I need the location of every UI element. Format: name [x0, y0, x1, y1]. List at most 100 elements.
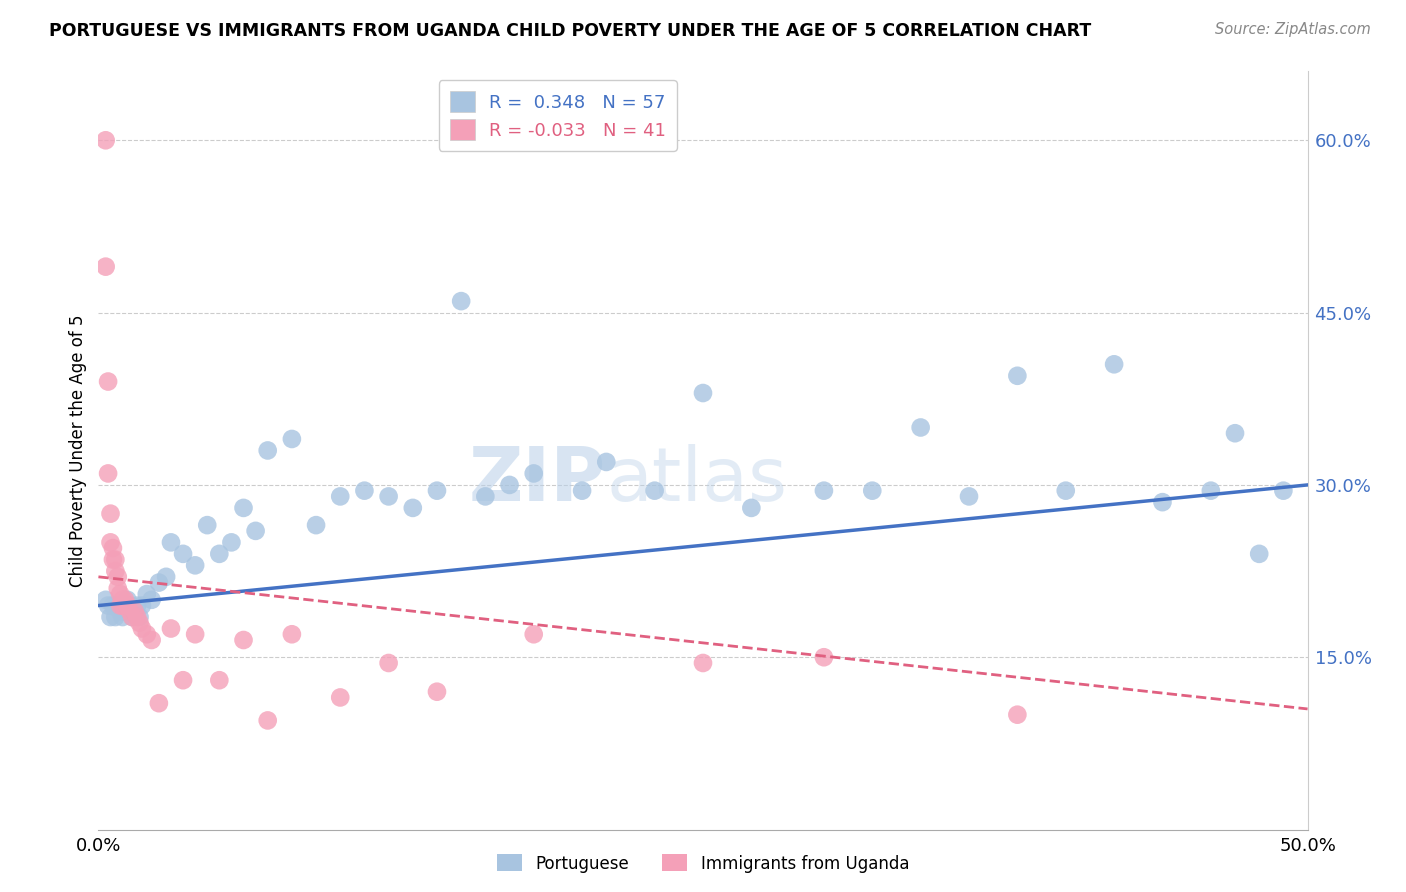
- Point: [353, 483, 375, 498]
- Point: [118, 599, 141, 613]
- Point: [111, 610, 134, 624]
- Point: [155, 570, 177, 584]
- Point: [426, 684, 449, 698]
- Text: Source: ZipAtlas.com: Source: ZipAtlas.com: [1215, 22, 1371, 37]
- Point: [107, 570, 129, 584]
- Point: [97, 599, 120, 613]
- Point: [141, 633, 163, 648]
- Point: [692, 656, 714, 670]
- Point: [118, 604, 141, 618]
- Point: [108, 604, 131, 618]
- Point: [148, 575, 170, 590]
- Point: [97, 467, 120, 481]
- Point: [111, 599, 134, 613]
- Point: [121, 610, 143, 624]
- Point: [101, 552, 124, 566]
- Point: [740, 500, 762, 515]
- Point: [127, 610, 149, 624]
- Point: [107, 599, 129, 613]
- Point: [305, 518, 328, 533]
- Point: [127, 599, 149, 613]
- Point: [135, 587, 157, 601]
- Point: [172, 673, 194, 688]
- Point: [644, 483, 666, 498]
- Y-axis label: Child Poverty Under the Age of 5: Child Poverty Under the Age of 5: [69, 314, 87, 587]
- Point: [131, 622, 153, 636]
- Point: [329, 690, 352, 705]
- Point: [94, 133, 117, 147]
- Point: [1223, 426, 1246, 441]
- Point: [957, 490, 980, 504]
- Point: [131, 599, 153, 613]
- Point: [184, 627, 207, 641]
- Point: [1102, 357, 1125, 371]
- Point: [523, 627, 546, 641]
- Point: [1272, 483, 1295, 498]
- Point: [114, 592, 136, 607]
- Point: [104, 564, 127, 578]
- Point: [160, 535, 183, 549]
- Point: [910, 420, 932, 434]
- Point: [208, 547, 231, 561]
- Point: [135, 627, 157, 641]
- Point: [114, 604, 136, 618]
- Legend: R =  0.348   N = 57, R = -0.033   N = 41: R = 0.348 N = 57, R = -0.033 N = 41: [439, 80, 678, 151]
- Point: [124, 604, 146, 618]
- Point: [100, 535, 122, 549]
- Point: [184, 558, 207, 573]
- Point: [281, 432, 304, 446]
- Point: [101, 599, 124, 613]
- Point: [100, 507, 122, 521]
- Point: [232, 633, 254, 648]
- Point: [256, 443, 278, 458]
- Point: [813, 650, 835, 665]
- Point: [97, 375, 120, 389]
- Point: [474, 490, 496, 504]
- Point: [94, 260, 117, 274]
- Point: [1054, 483, 1077, 498]
- Point: [108, 587, 131, 601]
- Point: [377, 490, 399, 504]
- Point: [1199, 483, 1222, 498]
- Point: [1249, 547, 1271, 561]
- Point: [426, 483, 449, 498]
- Point: [160, 622, 183, 636]
- Legend: Portuguese, Immigrants from Uganda: Portuguese, Immigrants from Uganda: [491, 847, 915, 880]
- Point: [128, 615, 150, 630]
- Point: [245, 524, 267, 538]
- Text: atlas: atlas: [606, 444, 787, 517]
- Text: ZIP: ZIP: [470, 444, 606, 517]
- Point: [498, 478, 520, 492]
- Point: [1007, 707, 1029, 722]
- Point: [450, 294, 472, 309]
- Point: [104, 610, 127, 624]
- Point: [124, 604, 146, 618]
- Point: [141, 592, 163, 607]
- Point: [128, 610, 150, 624]
- Point: [117, 599, 139, 613]
- Point: [221, 535, 243, 549]
- Point: [101, 541, 124, 555]
- Point: [329, 490, 352, 504]
- Point: [377, 656, 399, 670]
- Point: [172, 547, 194, 561]
- Point: [208, 673, 231, 688]
- Point: [111, 592, 134, 607]
- Point: [117, 592, 139, 607]
- Point: [121, 610, 143, 624]
- Point: [107, 582, 129, 596]
- Text: PORTUGUESE VS IMMIGRANTS FROM UGANDA CHILD POVERTY UNDER THE AGE OF 5 CORRELATIO: PORTUGUESE VS IMMIGRANTS FROM UGANDA CHI…: [49, 22, 1091, 40]
- Point: [402, 500, 425, 515]
- Point: [94, 592, 117, 607]
- Point: [232, 500, 254, 515]
- Point: [813, 483, 835, 498]
- Point: [571, 483, 593, 498]
- Point: [104, 552, 127, 566]
- Point: [595, 455, 617, 469]
- Point: [1007, 368, 1029, 383]
- Point: [195, 518, 218, 533]
- Point: [692, 386, 714, 401]
- Point: [281, 627, 304, 641]
- Point: [860, 483, 883, 498]
- Point: [256, 714, 278, 728]
